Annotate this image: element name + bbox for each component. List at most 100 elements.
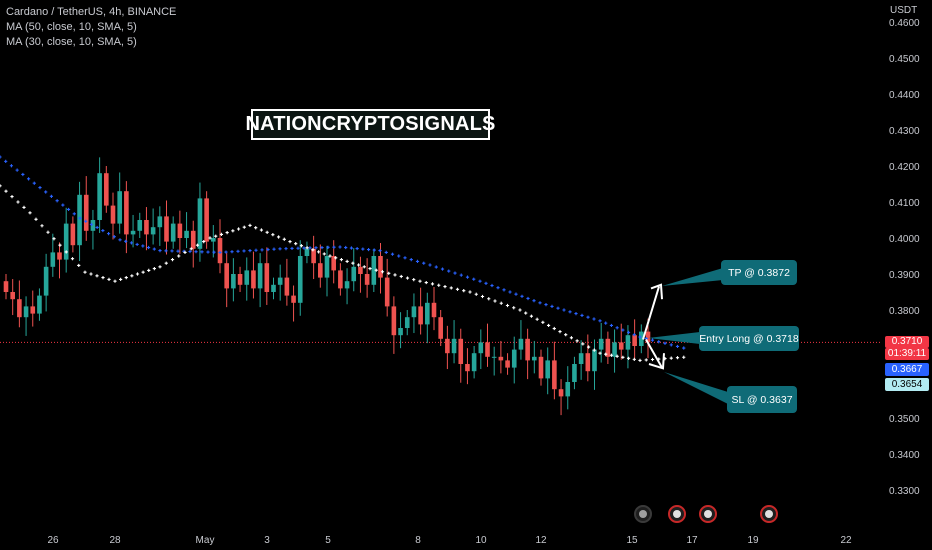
ma50-line xyxy=(675,344,680,349)
y-tick-label: 0.4500 xyxy=(889,54,920,65)
ma50-line xyxy=(669,343,673,347)
ma50-line xyxy=(440,267,445,271)
candle-body xyxy=(338,270,343,289)
candle-body xyxy=(104,173,109,206)
ma50-line xyxy=(141,244,145,248)
candle-body xyxy=(164,216,169,242)
ma30-line xyxy=(380,270,385,274)
ma30-line xyxy=(77,263,81,268)
ma30-line xyxy=(449,286,453,290)
candle-body xyxy=(411,306,417,318)
candle-body xyxy=(438,317,443,339)
candle-body xyxy=(431,302,437,318)
ma50-line xyxy=(682,346,686,350)
ma50-line xyxy=(663,341,667,345)
countdown-tag: 01:39:11 xyxy=(885,348,929,360)
candle-body xyxy=(17,299,22,318)
ma-blue-tag: 0.3667 xyxy=(885,363,929,376)
candle-body xyxy=(124,191,129,235)
ma50-line xyxy=(26,177,31,181)
ma50-line xyxy=(61,203,65,207)
candle-body xyxy=(525,338,530,361)
ma50-line xyxy=(15,168,19,172)
ma50-line xyxy=(604,321,608,325)
ma50-line xyxy=(302,246,306,250)
candle-body xyxy=(23,306,29,318)
ma30-line xyxy=(405,276,410,280)
candle-body xyxy=(418,306,423,325)
candle-body xyxy=(344,281,350,289)
ma50-line xyxy=(632,333,636,337)
lightning-icon-inner xyxy=(639,510,647,518)
x-tick-label: 8 xyxy=(415,535,421,546)
ma50-line xyxy=(326,245,330,249)
ma50-line xyxy=(32,181,36,185)
candle-body xyxy=(558,389,564,397)
entry-callout: Entry Long @ 0.3718 xyxy=(699,326,799,351)
x-tick-label: 26 xyxy=(47,535,59,546)
ma50-line xyxy=(372,248,376,252)
candle-body xyxy=(251,270,256,289)
ma50-line xyxy=(146,245,151,250)
candle-body xyxy=(532,356,537,361)
candle-body xyxy=(458,338,464,364)
ma50-line xyxy=(638,335,642,339)
ma50-line xyxy=(447,269,451,273)
candle-body xyxy=(378,256,383,278)
ma30-line xyxy=(305,246,309,250)
candle-body xyxy=(130,230,136,235)
ma50-line xyxy=(361,247,365,251)
ma30-line xyxy=(598,351,602,355)
candle-body xyxy=(237,274,243,285)
candle-body xyxy=(3,281,9,292)
sl-pointer xyxy=(664,372,728,404)
ma30-line xyxy=(387,271,391,275)
ma30-line xyxy=(64,250,68,254)
ma30-line xyxy=(512,306,516,310)
ma50-line xyxy=(508,290,512,294)
tp-pointer xyxy=(662,268,723,286)
ma30-line xyxy=(581,342,585,346)
ma30-line xyxy=(282,237,286,241)
ma30-line xyxy=(311,248,315,252)
ma50-line xyxy=(129,241,134,245)
ma30-line xyxy=(632,357,636,361)
x-tick-label: 22 xyxy=(840,535,852,546)
ma30-line xyxy=(248,223,252,227)
ma30-line xyxy=(345,259,349,263)
ma50-line xyxy=(260,248,264,252)
ma50-line xyxy=(188,249,192,254)
candle-body xyxy=(277,277,283,285)
ma50-line xyxy=(278,247,282,251)
candle-body xyxy=(625,335,631,350)
ma50-line xyxy=(344,245,348,250)
ma30-line xyxy=(362,265,366,269)
ma30-line xyxy=(276,235,281,239)
ma50-line xyxy=(349,246,354,250)
ma50-line xyxy=(532,299,536,303)
ma50-line xyxy=(72,212,76,216)
ma30-line xyxy=(524,311,528,315)
candle-body xyxy=(445,338,450,354)
candle-body xyxy=(150,227,156,235)
candle-body xyxy=(612,342,617,357)
candle-body xyxy=(211,238,216,242)
ma50-line xyxy=(562,308,566,312)
candle-body xyxy=(491,356,497,358)
ma50-line xyxy=(378,249,382,253)
candle-body xyxy=(190,230,196,249)
ma30-line xyxy=(141,270,145,274)
candle-body xyxy=(498,356,504,361)
ma30-line xyxy=(468,290,472,294)
ma50-line xyxy=(194,250,198,254)
candle-body xyxy=(70,223,76,246)
ma30-line xyxy=(615,354,619,358)
candle-body xyxy=(485,342,490,357)
ma30-line xyxy=(52,237,56,241)
ma50-line xyxy=(490,283,494,288)
ma30-legend: MA (30, close, 10, SMA, 5) xyxy=(6,36,137,48)
candle-body xyxy=(264,263,270,292)
ma50-line xyxy=(484,281,488,285)
x-tick-label: 5 xyxy=(325,535,331,546)
